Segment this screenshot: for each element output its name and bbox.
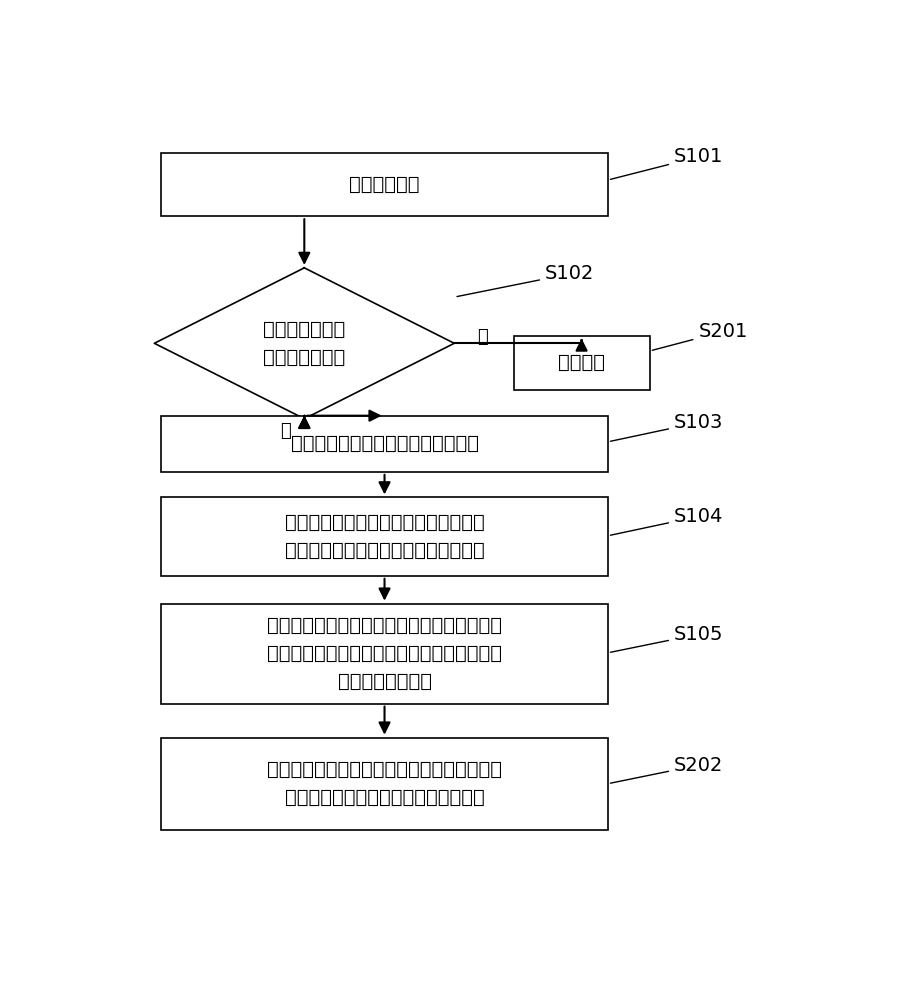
Text: 否: 否 — [477, 328, 488, 346]
Text: 解析自定义查询语言，并将查询参数封
装为搜索服务器对应的结构化查询语言: 解析自定义查询语言，并将查询参数封 装为搜索服务器对应的结构化查询语言 — [284, 513, 484, 560]
Bar — [161, 604, 608, 704]
Text: S105: S105 — [610, 625, 724, 652]
Text: 根据结构化查询语言向搜索服务器的集群发送
查询请求，得到搜索服务器的集群针对查询参
数反馈的查询结果: 根据结构化查询语言向搜索服务器的集群发送 查询请求，得到搜索服务器的集群针对查询… — [267, 616, 502, 691]
Bar — [161, 416, 608, 472]
Polygon shape — [155, 268, 454, 419]
Text: 返回异常: 返回异常 — [558, 353, 605, 372]
Text: S104: S104 — [610, 507, 724, 535]
Bar — [161, 497, 608, 576]
Bar — [161, 738, 608, 830]
Text: S102: S102 — [457, 264, 594, 297]
Text: 提取查询参数包含的自定义查询语言: 提取查询参数包含的自定义查询语言 — [291, 434, 479, 453]
Text: S202: S202 — [610, 756, 724, 783]
Text: S201: S201 — [652, 322, 748, 350]
Text: 封装搜索服务器的集群针对查询参数反馈的查
询结果，得到并返回封装后的查询结果: 封装搜索服务器的集群针对查询参数反馈的查 询结果，得到并返回封装后的查询结果 — [267, 760, 502, 807]
Text: 是: 是 — [280, 422, 291, 440]
Text: S101: S101 — [610, 147, 724, 179]
Bar — [161, 153, 608, 216]
Text: 判断查询参数是
否符合语法规范: 判断查询参数是 否符合语法规范 — [263, 320, 346, 367]
Text: 获取查询参数: 获取查询参数 — [349, 175, 419, 194]
Text: S103: S103 — [610, 413, 724, 441]
Bar — [514, 336, 650, 389]
